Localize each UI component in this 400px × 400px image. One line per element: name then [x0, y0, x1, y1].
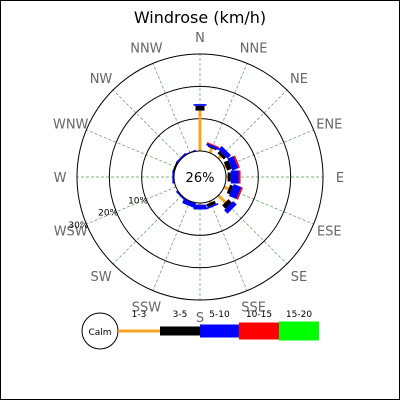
grid-line-ne — [218, 89, 288, 159]
grid-line-nnw — [152, 63, 191, 154]
bar-se-3-5 — [222, 199, 232, 209]
bar-nne-5-10 — [206, 143, 220, 151]
direction-label-ene: ENE — [316, 117, 342, 132]
bar-ene-3-5 — [223, 160, 232, 171]
bar-ese-3-5 — [226, 184, 234, 195]
direction-label-se: SE — [291, 270, 307, 285]
grid-line-wnw — [86, 129, 177, 168]
ring-label-30: 30% — [68, 221, 88, 231]
bar-e-10-15 — [238, 170, 241, 184]
direction-labels: N NNE NE ENE E ESE SE SSE S SSW SW WSW W WNW NW NNW — [53, 31, 344, 326]
legend-swatch-1-3 — [118, 329, 160, 333]
wind-bars — [172, 104, 243, 214]
direction-label-w: W — [54, 171, 67, 186]
legend-swatch-10-15 — [239, 322, 279, 340]
ring-labels: 10% 20% 30% — [68, 196, 148, 231]
grid-line-ene — [223, 129, 314, 168]
ring-circle-30 — [76, 53, 324, 301]
ring-label-10: 10% — [128, 196, 148, 206]
bar-ne-5-10 — [218, 146, 231, 159]
legend-label-3-5: 3-5 — [173, 310, 188, 320]
legend: Calm 1-3 3-5 5-10 10-15 15-20 — [81, 310, 319, 350]
bar-s-1-3 — [198, 203, 202, 205]
legend-swatch-15-20 — [279, 321, 319, 341]
grid-line-nw — [112, 89, 182, 159]
grid-line-sw — [112, 195, 182, 265]
ring-circles — [76, 53, 324, 301]
bar-ene-5-10 — [227, 156, 239, 171]
direction-label-nne: NNE — [240, 42, 268, 57]
direction-label-sw: SW — [90, 270, 111, 285]
legend-swatch-3-5 — [160, 326, 200, 336]
grid-line-ssw — [152, 200, 191, 291]
grid-line-nne — [209, 63, 248, 154]
direction-label-ssw: SSW — [132, 300, 162, 315]
bar-nne-1-3 — [208, 147, 214, 154]
calm-center: 26% — [173, 150, 227, 204]
direction-label-nnw: NNW — [130, 42, 162, 57]
bar-ssw-5-10 — [182, 198, 197, 208]
legend-label-10-15: 10-15 — [246, 310, 272, 320]
bar-n-1-3 — [198, 110, 202, 151]
direction-label-ese: ESE — [317, 225, 342, 240]
bar-se-5-10 — [224, 201, 237, 214]
calm-circle — [173, 150, 227, 204]
bar-e-5-10 — [230, 170, 239, 184]
bar-sse-1-3 — [208, 200, 212, 204]
bar-n-5-10 — [193, 104, 207, 106]
ring-circle-20 — [108, 85, 292, 269]
bar-s-5-10 — [193, 204, 207, 210]
direction-label-n: N — [195, 31, 205, 46]
direction-label-nw: NW — [90, 72, 113, 87]
bar-ese-5-10 — [228, 184, 242, 200]
grid-line-sse — [209, 200, 248, 291]
bar-sse-3-5 — [206, 200, 216, 208]
bar-se-1-3 — [217, 194, 227, 204]
bar-nne-10-15 — [207, 142, 220, 148]
bar-ese-10-15 — [236, 187, 243, 200]
bar-ene-1-3 — [223, 165, 227, 169]
legend-label-15-20: 15-20 — [286, 310, 312, 320]
direction-label-sse: SSE — [241, 300, 266, 315]
grid-line-wsw — [86, 186, 177, 225]
bar-ese-1-3 — [223, 185, 230, 191]
bar-ene-10-15 — [233, 155, 240, 169]
bar-w-5-10 — [172, 170, 174, 184]
legend-label-1-3: 1-3 — [132, 310, 147, 320]
direction-label-wsw: WSW — [54, 225, 88, 240]
calm-value: 26% — [186, 171, 215, 186]
direction-label-wnw: WNW — [53, 117, 89, 132]
bar-ne-3-5 — [217, 150, 227, 160]
ring-label-20: 20% — [98, 209, 118, 219]
direction-label-ne: NE — [290, 72, 308, 87]
direction-label-e: E — [336, 171, 344, 186]
direction-label-s: S — [196, 311, 204, 326]
radial-grid — [77, 54, 323, 300]
bar-e-3-5 — [227, 172, 231, 182]
legend-calm-label: Calm — [88, 328, 111, 338]
legend-swatch-5-10 — [200, 324, 239, 338]
bar-n-3-5 — [195, 105, 205, 111]
bar-nne-3-5 — [207, 145, 217, 151]
bar-sw-5-10 — [175, 190, 187, 202]
chart-title: Windrose (km/h) — [134, 8, 266, 27]
legend-label-5-10: 5-10 — [209, 310, 230, 320]
bar-sse-5-10 — [205, 203, 219, 210]
bar-nw-5-10 — [175, 152, 187, 164]
bar-wnw-3-5 — [172, 162, 178, 172]
